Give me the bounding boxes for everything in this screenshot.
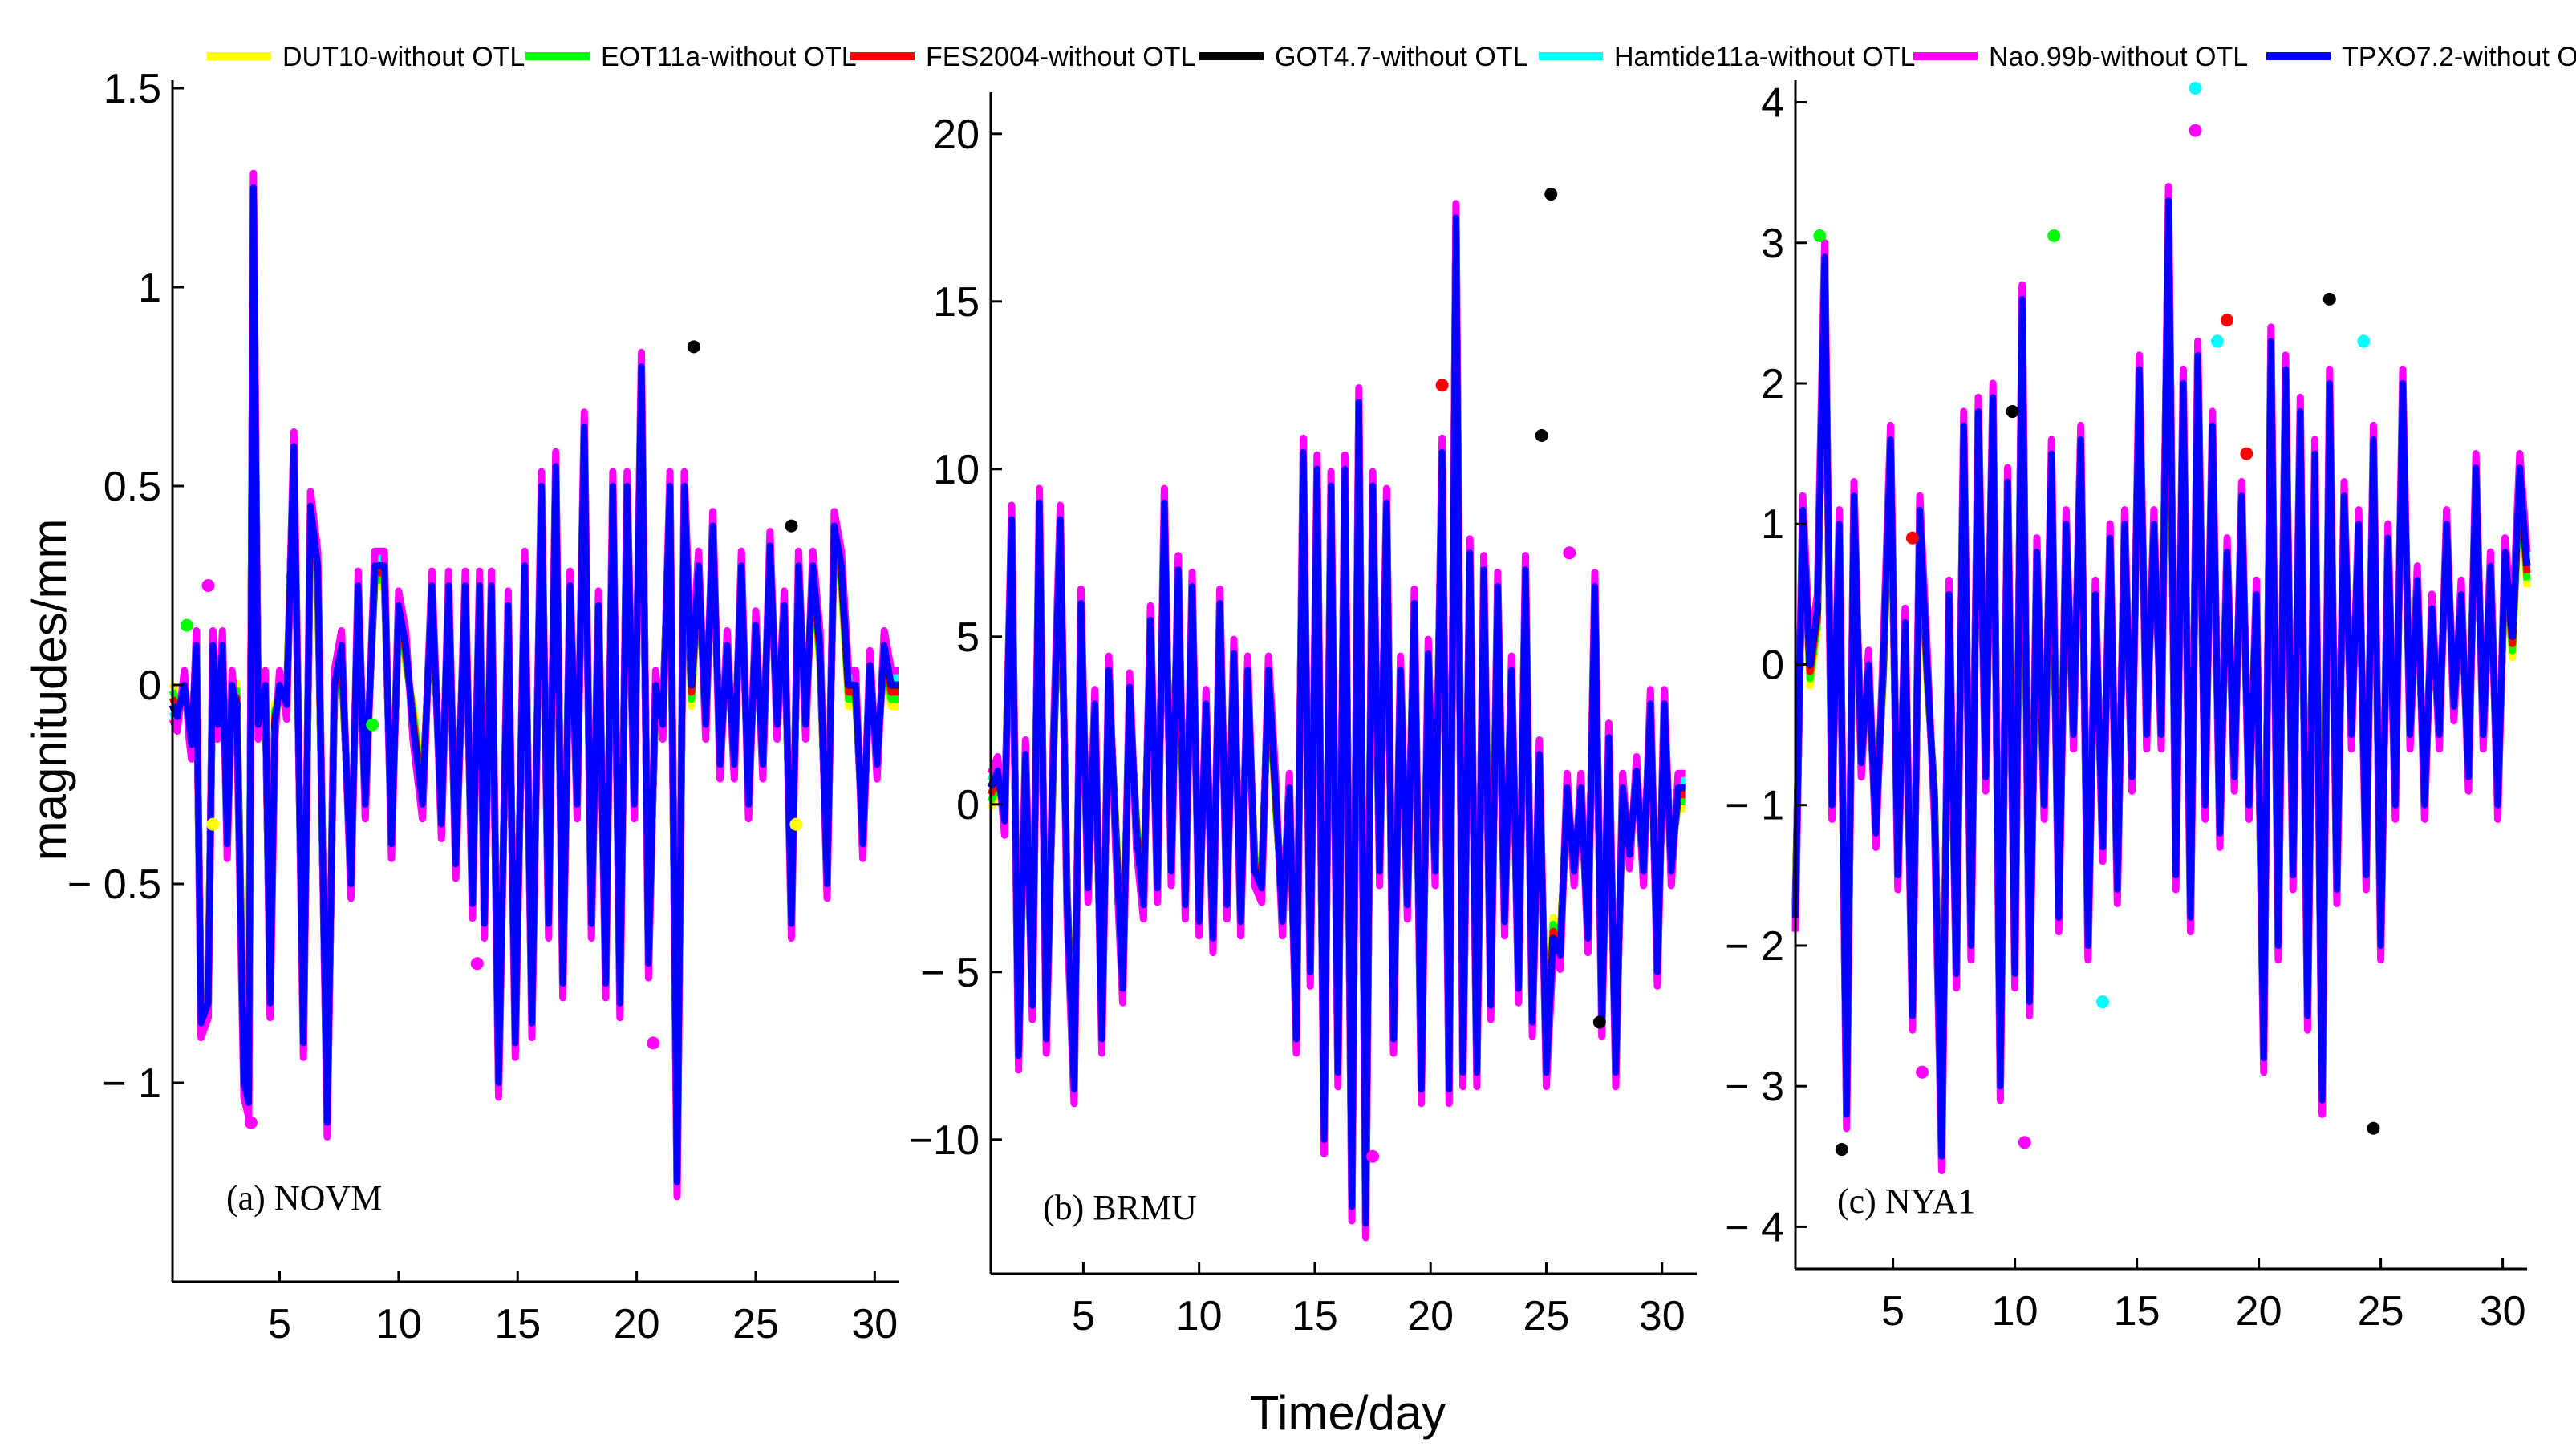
y-tick-label: − 1 [1725, 783, 1784, 829]
y-tick-label: 10 [933, 447, 980, 493]
y-tick-label: 1.5 [103, 66, 161, 112]
y-tick-label: 15 [933, 279, 980, 326]
deviation-point-got4-7-without-otl [1544, 188, 1558, 201]
deviation-point-got4-7-without-otl [687, 340, 700, 354]
y-tick-label: − 4 [1725, 1204, 1784, 1250]
series-line-tpxo7-2-without-otl-a-novm [169, 184, 899, 1185]
deviation-point-fes2004-without-otl [1905, 531, 1919, 545]
x-tick-label: 10 [375, 1301, 422, 1348]
deviation-point-nao-99b-without-otl [1563, 546, 1576, 560]
y-tick-label: 20 [933, 111, 980, 158]
x-tick-label: 5 [1072, 1293, 1095, 1339]
x-axis-title: Time/day [1250, 1386, 1446, 1440]
series-line-tpxo7-2-without-otl-c-nya1 [1792, 197, 2530, 1160]
deviation-point-got4-7-without-otl [2322, 292, 2336, 306]
y-axis-title: magnitudes/mm [22, 519, 76, 861]
panel-novm: (a) NOVM − 1 − 0.5 0 0.5 1 1.5 5 10 15 20 25 30 [67, 66, 899, 1348]
y-tick-label: 0 [1761, 642, 1784, 688]
x-tick-label: 30 [1639, 1293, 1686, 1339]
panel-brmu: (b) BRMU −10 − 5 0 5 10 15 20 5 10 15 20 25 30 [909, 92, 1697, 1339]
x-tick-label: 5 [1881, 1288, 1905, 1335]
deviation-point-eot11a-without-otl [1813, 229, 1827, 242]
x-tick-label: 25 [2358, 1288, 2404, 1335]
y-tick-label: 1 [1761, 501, 1784, 548]
deviation-point-fes2004-without-otl [1435, 379, 1449, 392]
deviation-point-nao-99b-without-otl [2189, 124, 2202, 137]
x-tick-label: 5 [268, 1301, 291, 1348]
legend-entry-hamtide11a-without-otl: Hamtide11a-without OTL [1539, 42, 1915, 72]
panel-label-brmu: (b) BRMU [1043, 1188, 1197, 1227]
deviation-point-got4-7-without-otl [1535, 429, 1548, 442]
panel-nya1: (c) NYA1 − 4 − 3 − 2 − 1 0 1 2 3 4 5 10 15 20 25 30 [1725, 80, 2531, 1335]
legend-label: Hamtide11a-without OTL [1614, 42, 1915, 72]
deviation-point-got4-7-without-otl [2367, 1121, 2380, 1135]
legend-entry-nao-99b-without-otl: Nao.99b-without OTL [1913, 42, 2248, 72]
deviation-point-got4-7-without-otl [2006, 405, 2019, 419]
x-tick-label: 10 [1992, 1288, 2038, 1335]
deviation-point-fes2004-without-otl [2221, 314, 2234, 327]
x-tick-label: 20 [2236, 1288, 2282, 1335]
deviation-point-nao-99b-without-otl [1366, 1149, 1380, 1163]
legend-label: EOT11a-without OTL [601, 42, 857, 72]
y-tick-label: 0 [138, 663, 161, 709]
y-tick-label: − 0.5 [67, 861, 161, 908]
x-tick-label: 30 [851, 1301, 898, 1348]
x-tick-label: 30 [2480, 1288, 2526, 1335]
legend-entry-eot11a-without-otl: EOT11a-without OTL [525, 42, 857, 72]
deviation-point-eot11a-without-otl [2047, 229, 2061, 242]
series-line-tpxo7-2-without-otl-b-brmu [988, 214, 1686, 1227]
y-tick-label: 2 [1761, 361, 1784, 407]
legend-label: DUT10-without OTL [282, 42, 525, 72]
deviation-point-nao-99b-without-otl [1916, 1065, 1929, 1079]
y-tick-label: − 3 [1725, 1064, 1784, 1110]
deviation-point-got4-7-without-otl [1835, 1143, 1848, 1157]
legend-label: Nao.99b-without OTL [1989, 42, 2248, 72]
y-tick-label: − 1 [102, 1060, 161, 1107]
deviation-point-fes2004-without-otl [2240, 447, 2253, 460]
deviation-point-got4-7-without-otl [1592, 1015, 1606, 1029]
deviation-point-eot11a-without-otl [366, 718, 379, 732]
y-tick-label: 1 [138, 265, 161, 311]
y-tick-label: − 2 [1725, 923, 1784, 970]
deviation-point-nao-99b-without-otl [201, 579, 215, 592]
deviation-point-hamtide11a-without-otl [2210, 334, 2224, 348]
legend-entry-tpxo7-2-without-otl: TPXO7.2-without OTL [2266, 42, 2576, 72]
deviation-point-nao-99b-without-otl [470, 957, 484, 971]
deviation-point-nao-99b-without-otl [647, 1036, 660, 1050]
deviation-point-hamtide11a-without-otl [2096, 995, 2110, 1009]
deviation-point-eot11a-without-otl [180, 618, 193, 632]
x-tick-label: 15 [2114, 1288, 2160, 1335]
legend-label: TPXO7.2-without OTL [2342, 42, 2576, 72]
y-tick-label: 5 [956, 614, 980, 661]
legend-label: FES2004-without OTL [926, 42, 1195, 72]
y-tick-label: 0.5 [103, 464, 161, 510]
deviation-point-dut10-without-otl [789, 817, 803, 831]
deviation-point-nao-99b-without-otl [2018, 1136, 2031, 1149]
x-tick-label: 10 [1176, 1293, 1223, 1339]
legend-label: GOT4.7-without OTL [1275, 42, 1528, 72]
deviation-point-hamtide11a-without-otl [2189, 82, 2202, 95]
deviation-point-hamtide11a-without-otl [2357, 334, 2371, 348]
x-tick-label: 25 [1523, 1293, 1570, 1339]
legend-entry-got4-7-without-otl: GOT4.7-without OTL [1199, 42, 1528, 72]
y-tick-label: −10 [909, 1117, 980, 1164]
deviation-point-nao-99b-without-otl [244, 1116, 258, 1129]
deviation-point-got4-7-without-otl [785, 519, 798, 533]
legend-entry-fes2004-without-otl: FES2004-without OTL [850, 42, 1195, 72]
panel-label-nya1: (c) NYA1 [1837, 1181, 1975, 1221]
y-tick-label: − 5 [920, 950, 980, 996]
deviation-point-dut10-without-otl [206, 817, 220, 831]
y-tick-label: 3 [1761, 221, 1784, 267]
legend: DUT10-without OTL EOT11a-without OTL FES20… [207, 42, 2576, 72]
x-tick-label: 15 [1292, 1293, 1338, 1339]
y-tick-label: 4 [1761, 80, 1784, 127]
x-tick-label: 20 [1407, 1293, 1454, 1339]
x-tick-label: 25 [732, 1301, 779, 1348]
y-tick-label: 0 [956, 782, 980, 829]
x-tick-label: 20 [614, 1301, 660, 1348]
legend-entry-dut10-without-otl: DUT10-without OTL [207, 42, 525, 72]
panel-label-novm: (a) NOVM [226, 1178, 382, 1218]
x-tick-label: 15 [494, 1301, 541, 1348]
